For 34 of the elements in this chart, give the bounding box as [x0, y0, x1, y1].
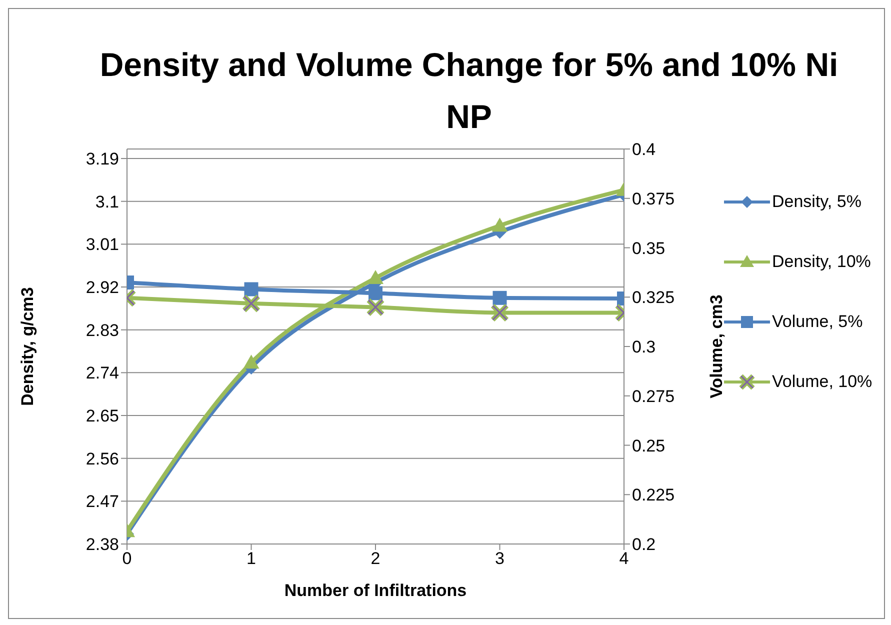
- y2-axis-title: Volume, cm3: [707, 294, 726, 398]
- y-tick-label: 2.74: [86, 364, 119, 383]
- y2-tick-label: 0.35: [632, 238, 666, 258]
- point: [368, 270, 384, 284]
- y-tick-label: 3.1: [95, 192, 119, 212]
- y2-tick-label: 0.225: [632, 486, 675, 505]
- y2-tick-label: 0.4: [632, 140, 656, 160]
- x-tick-label: 4: [619, 549, 629, 568]
- chart-title: Density and Volume Change for 5% and 10% Ni NP: [100, 46, 838, 135]
- legend-label: Volume, 5%: [772, 312, 863, 332]
- y-tick-label: 2.65: [86, 406, 119, 426]
- y2-tick-label: 0.3: [632, 338, 656, 357]
- legend-label: Density, 5%: [772, 192, 862, 212]
- y-axis-title: Density, g/cm3: [18, 287, 38, 406]
- y2-tick-label: 0.325: [632, 288, 675, 308]
- point: [368, 286, 382, 300]
- y-tick-label: 2.92: [86, 278, 119, 298]
- y2-tick-label: 0.2: [632, 535, 656, 554]
- x-tick-label: 2: [370, 549, 380, 568]
- y2-tick-label: 0.25: [632, 436, 666, 456]
- y-tick-label: 2.38: [86, 535, 119, 554]
- x-tick-label: 1: [246, 549, 256, 568]
- y-tick-label: 3.19: [86, 150, 119, 169]
- legend-label: Volume, 10%: [772, 372, 872, 392]
- y-tick-label: 3.01: [86, 235, 119, 254]
- legend-label: Density, 10%: [772, 252, 871, 272]
- x-tick-label: 0: [122, 549, 132, 568]
- y-tick-label: 2.47: [86, 492, 119, 512]
- y-tick-label: 2.56: [86, 449, 119, 468]
- y2-tick-label: 0.275: [632, 386, 675, 406]
- x-tick-label: 3: [495, 549, 504, 568]
- y-tick-label: 2.83: [86, 320, 119, 340]
- y2-tick-label: 0.375: [632, 189, 675, 208]
- x-axis-title: Number of Infiltrations: [284, 581, 467, 600]
